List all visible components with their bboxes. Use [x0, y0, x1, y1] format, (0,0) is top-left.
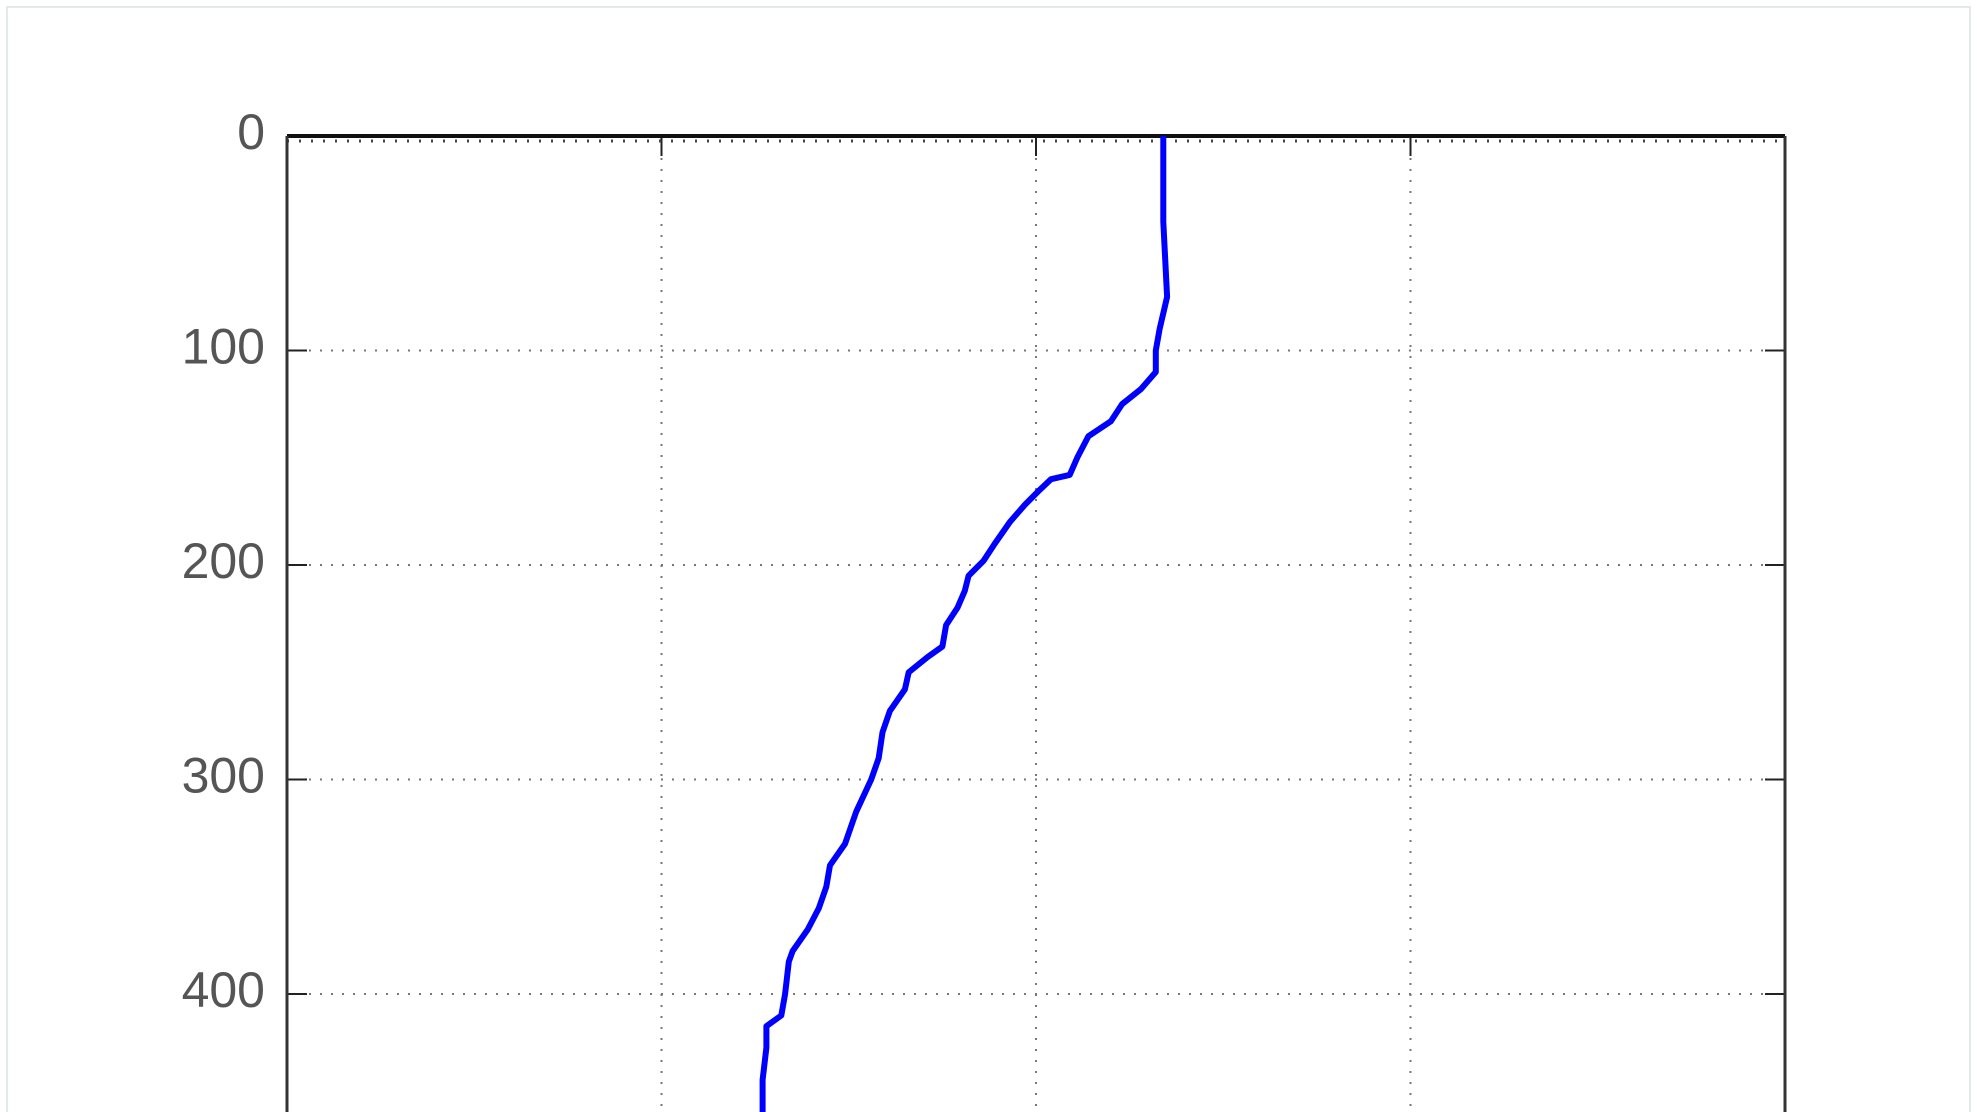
y-tick-label: 400 — [182, 962, 265, 1018]
y-tick-label: 200 — [182, 533, 265, 589]
data-line — [759, 136, 1171, 1112]
figure-frame — [6, 6, 1971, 1112]
y-tick-label: 300 — [182, 748, 265, 804]
y-tick-label: 0 — [237, 104, 265, 160]
y-tick-label: 100 — [182, 319, 265, 375]
